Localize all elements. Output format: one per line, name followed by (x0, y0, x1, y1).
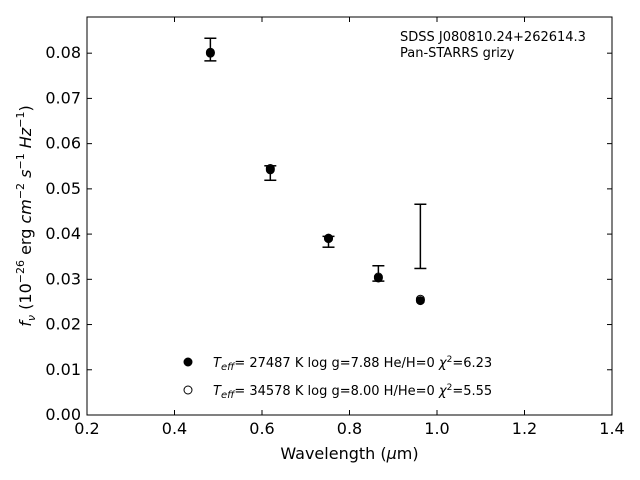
x-tick-label: 0.6 (249, 419, 274, 438)
x-tick-label: 0.2 (74, 419, 99, 438)
y-tick-label: 0.00 (45, 405, 81, 424)
annotation-object-name: SDSS J080810.24+262614.3 (400, 30, 586, 45)
annotation-survey: Pan-STARRS grizy (400, 46, 515, 61)
data-point-open (324, 233, 333, 243)
y-tick-label: 0.06 (45, 134, 81, 153)
legend-marker-filled (183, 357, 193, 367)
data-point-open (415, 294, 425, 304)
y-axis-label: fν (10−26 erg cm−2 s−1 Hz−1) (14, 105, 38, 326)
legend-entry-1: Teff= 27487 K log g=7.88 He/H=0 χ2=6.23 (213, 355, 492, 373)
data-point-open (205, 47, 215, 57)
y-tick-label: 0.08 (45, 43, 81, 62)
y-tick-label: 0.01 (45, 360, 81, 379)
data-markers (205, 47, 425, 306)
legend-marker-open (183, 385, 193, 395)
error-bars (204, 37, 427, 282)
x-tick-label: 0.8 (337, 419, 362, 438)
legend-entry-2: Teff= 34578 K log g=8.00 H/He=0 χ2=5.55 (213, 383, 492, 401)
y-tick-label: 0.03 (45, 269, 81, 288)
x-tick-label: 0.4 (162, 419, 187, 438)
x-axis-label: Wavelength (μm) (280, 444, 418, 463)
y-tick-label: 0.04 (45, 224, 81, 243)
data-point-open (265, 164, 275, 174)
x-tick-label: 1.4 (599, 419, 624, 438)
data-point-open (373, 272, 383, 282)
x-tick-label: 1.2 (512, 419, 537, 438)
legend: Teff= 27487 K log g=7.88 He/H=0 χ2=6.23 … (183, 355, 492, 401)
x-tick-label: 1.0 (424, 419, 449, 438)
y-tick-label: 0.02 (45, 315, 81, 334)
y-tick-label: 0.05 (45, 179, 81, 198)
y-tick-label: 0.07 (45, 88, 81, 107)
axis-ticks: 0.2 0.4 0.6 0.8 1.0 1.2 1.4 0.00 0.01 0.02 0.03 0.0… (45, 17, 625, 438)
